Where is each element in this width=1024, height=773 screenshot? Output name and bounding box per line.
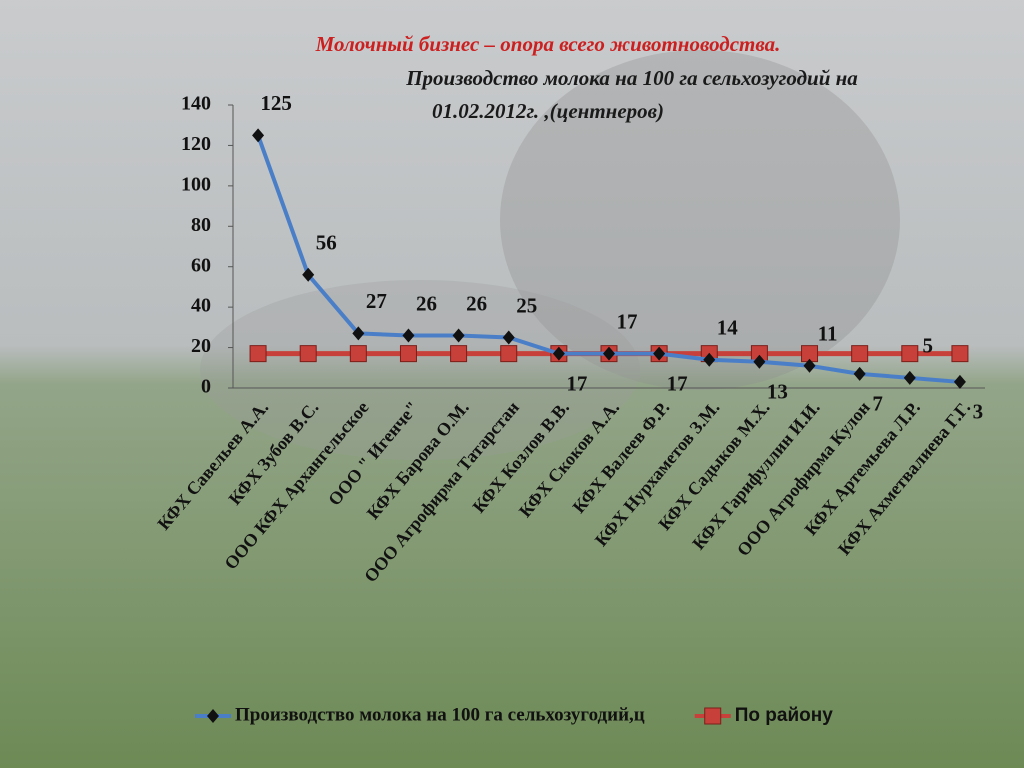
data-point bbox=[552, 346, 565, 361]
data-label: 11 bbox=[818, 322, 838, 346]
data-point bbox=[603, 346, 615, 361]
y-tick-label: 40 bbox=[191, 295, 211, 317]
cow-shape bbox=[200, 280, 640, 460]
data-point bbox=[399, 345, 417, 363]
data-label: 27 bbox=[366, 289, 387, 313]
data-point bbox=[653, 346, 666, 361]
chart-subtitle: Производство молока на 100 га сельхозуго… bbox=[405, 66, 858, 90]
data-point bbox=[953, 374, 966, 389]
data-label: 25 bbox=[516, 293, 537, 317]
data-point bbox=[402, 328, 415, 343]
data-label: 125 bbox=[260, 91, 292, 115]
data-point bbox=[753, 354, 766, 369]
data-label: 13 bbox=[767, 380, 788, 404]
data-point bbox=[851, 345, 869, 363]
legend-label: По району bbox=[735, 705, 833, 726]
data-point bbox=[299, 345, 317, 363]
cow-shape bbox=[500, 50, 900, 390]
data-label: 17 bbox=[667, 371, 688, 395]
data-point bbox=[452, 328, 465, 343]
data-point bbox=[500, 345, 518, 363]
data-point bbox=[703, 352, 716, 367]
data-point bbox=[853, 366, 866, 381]
data-point bbox=[352, 326, 365, 341]
data-point bbox=[252, 128, 265, 143]
data-label: 5 bbox=[923, 334, 934, 358]
data-label: 56 bbox=[316, 231, 337, 255]
y-tick-label: 80 bbox=[191, 214, 211, 236]
data-label: 3 bbox=[973, 400, 984, 424]
y-tick-label: 60 bbox=[191, 254, 211, 276]
y-tick-label: 20 bbox=[191, 335, 211, 357]
data-point bbox=[450, 345, 468, 363]
chart-subtitle: 01.02.2012г. ,(центнеров) bbox=[432, 99, 664, 123]
data-point bbox=[302, 267, 315, 282]
y-tick-label: 140 bbox=[181, 93, 211, 115]
data-point bbox=[349, 345, 367, 363]
data-label: 26 bbox=[466, 291, 487, 315]
y-tick-label: 100 bbox=[181, 173, 211, 195]
y-tick-label: 0 bbox=[201, 376, 211, 398]
legend-marker bbox=[704, 707, 722, 725]
y-tick-label: 120 bbox=[181, 133, 211, 155]
legend-marker bbox=[207, 709, 219, 723]
data-point bbox=[903, 370, 916, 385]
data-label: 14 bbox=[717, 316, 739, 340]
data-label: 7 bbox=[872, 392, 883, 416]
data-label: 17 bbox=[617, 309, 638, 333]
legend-label: Производство молока на 100 га сельхозуго… bbox=[235, 704, 645, 725]
data-point bbox=[249, 345, 267, 363]
data-label: 17 bbox=[566, 371, 587, 395]
chart-title: Молочный бизнес – опора всего животновод… bbox=[315, 32, 781, 56]
data-point bbox=[901, 345, 919, 363]
data-point bbox=[502, 330, 515, 345]
data-point bbox=[803, 358, 816, 373]
data-point bbox=[951, 345, 969, 363]
data-label: 26 bbox=[416, 291, 437, 315]
